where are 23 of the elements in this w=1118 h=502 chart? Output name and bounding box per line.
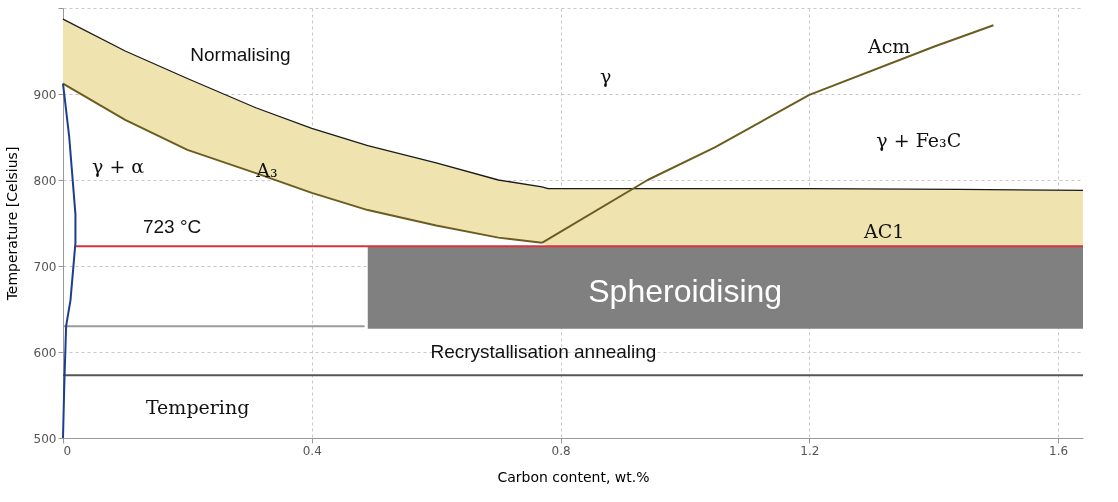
annotation: 723 °C xyxy=(142,216,202,238)
annotation: Tempering xyxy=(145,395,250,418)
y-axis-title: Temperature [Celsius] xyxy=(3,146,20,302)
y-tick-label: 800 xyxy=(33,173,57,188)
annotation: γ xyxy=(599,64,612,87)
x-tick-label: 1.2 xyxy=(800,443,820,458)
y-tick-label: 500 xyxy=(33,431,57,446)
y-tick-label: 900 xyxy=(33,87,57,102)
x-tick-label: 0 xyxy=(63,443,72,458)
x-axis-title: Carbon content, wt.% xyxy=(497,468,650,485)
x-tick-label: 1.6 xyxy=(1049,443,1069,458)
annotation: Normalising xyxy=(190,44,291,66)
annotation: Recrystallisation annealing xyxy=(430,341,657,362)
y-tick-label: 600 xyxy=(33,345,57,360)
annotation: γ + Fe₃C xyxy=(876,129,962,152)
x-tick-label: 0.4 xyxy=(302,443,322,458)
annotation: γ + α xyxy=(91,155,145,178)
annotation: Acm xyxy=(867,34,911,57)
annotation: A₃ xyxy=(255,159,278,182)
annotation: Spheroidising xyxy=(588,272,783,309)
x-tick-label: 0.8 xyxy=(551,443,571,458)
y-tick-label: 700 xyxy=(33,259,57,274)
annotation: AC1 xyxy=(862,219,905,242)
